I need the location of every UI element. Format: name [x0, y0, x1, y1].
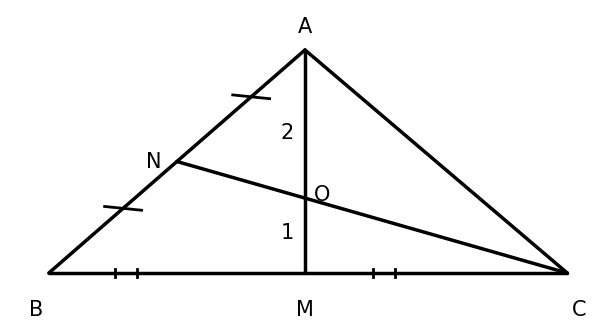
Text: M: M [296, 300, 314, 320]
Text: A: A [298, 17, 312, 37]
Text: B: B [29, 300, 44, 320]
Text: N: N [146, 152, 162, 171]
Text: 1: 1 [281, 223, 294, 243]
Text: C: C [572, 300, 587, 320]
Text: 2: 2 [281, 123, 294, 143]
Text: O: O [314, 185, 331, 205]
